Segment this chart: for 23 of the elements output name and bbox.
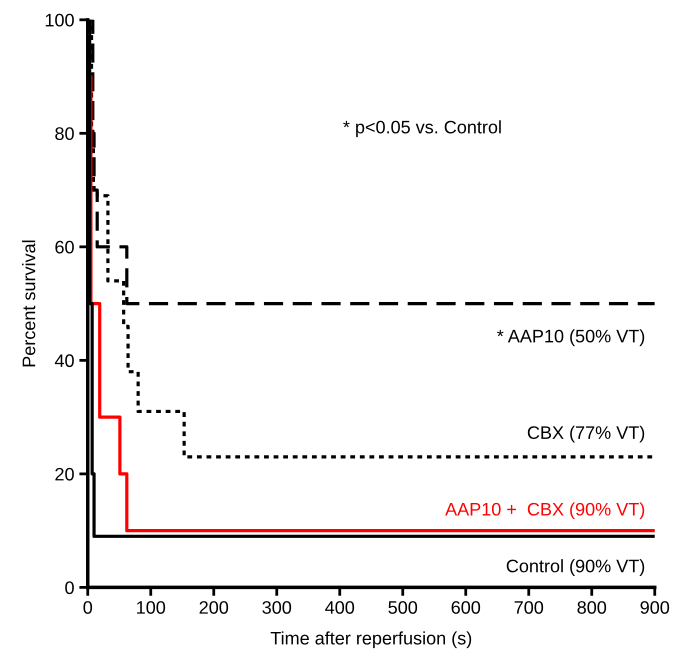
x-tick-label: 400 [325, 601, 354, 614]
series-label: Control (90% VT) [506, 559, 644, 576]
x-tick-label: 200 [200, 601, 228, 614]
y-tick-label: 100 [46, 14, 74, 27]
annotation: * p<0.05 vs. Control [343, 120, 501, 138]
x-tick-label: 500 [388, 601, 418, 614]
series-label: CBX (77% VT) [528, 426, 644, 443]
y-tick-label: 80 [55, 127, 74, 140]
series-label: * AAP10 (50% VT) [497, 329, 644, 346]
series-label: AAP10 + CBX (90% VT) [445, 502, 644, 520]
x-tick-label: 700 [514, 601, 544, 614]
x-tick-label: 300 [262, 601, 292, 614]
y-tick-label: 60 [55, 240, 74, 254]
y-tick-label: 20 [55, 468, 74, 481]
x-tick-label: 800 [577, 601, 606, 614]
x-tick-label: 100 [137, 601, 166, 614]
x-tick-label: 600 [452, 601, 480, 614]
x-tick-label: 0 [83, 601, 92, 614]
x-axis-title: Time after reperfusion (s) [270, 631, 472, 648]
x-tick-label: 900 [640, 601, 670, 614]
y-axis-title: Percent survival [22, 240, 36, 366]
y-tick-label: 0 [65, 581, 74, 594]
y-tick-label: 40 [54, 354, 74, 368]
